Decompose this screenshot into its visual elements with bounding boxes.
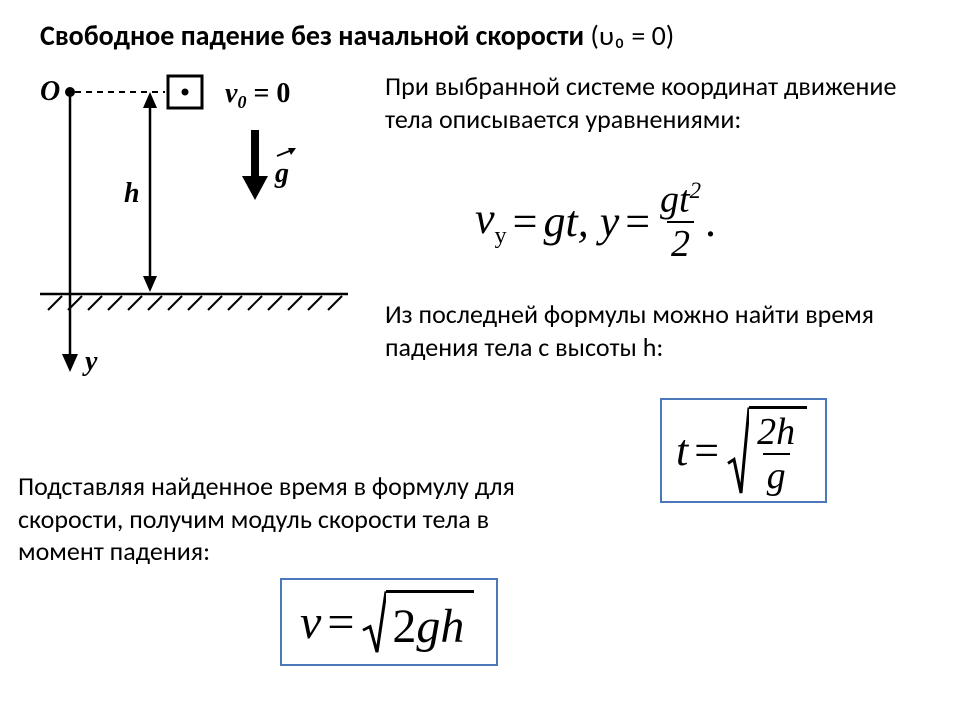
label-g: g — [274, 158, 289, 189]
label-h: h — [124, 178, 140, 209]
label-O: O — [40, 76, 60, 107]
label-v0: v0 = 0 — [225, 78, 290, 112]
equation-kinematics: vy = gt, y = gt2 2 . — [475, 180, 875, 263]
paragraph-3: Подставляя найденное время в формулу для… — [18, 470, 538, 568]
title-bold: Свободное падение без начальной скорости — [40, 18, 584, 53]
equation-velocity-box: v = 2gh — [280, 578, 498, 666]
freefall-diagram: O v0 = 0 g h y — [30, 72, 360, 382]
paragraph-2: Из последней формулы можно найти время п… — [385, 298, 925, 363]
paragraph-1: При выбранной системе координат движение… — [385, 70, 935, 135]
label-y: y — [82, 346, 98, 377]
page-title: Свободное падение без начальной скорости… — [40, 18, 920, 53]
title-rest: (υ₀ = 0) — [584, 18, 674, 53]
equation-time-box: t = 2h g — [660, 398, 827, 503]
